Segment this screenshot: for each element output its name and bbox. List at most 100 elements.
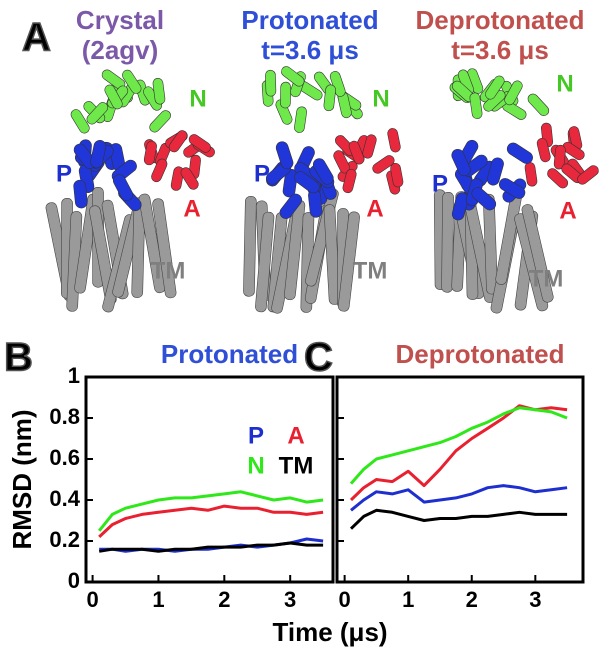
helix	[149, 110, 171, 133]
helix	[372, 155, 395, 174]
helix	[485, 75, 505, 100]
legend-entry: A	[287, 422, 304, 449]
helix	[112, 174, 134, 202]
domain-label: N	[189, 85, 206, 112]
domain-label: N	[372, 85, 389, 112]
domain-label: A	[366, 195, 383, 222]
x-tick-label: 0	[339, 587, 351, 612]
helix	[506, 142, 533, 164]
helix	[337, 211, 360, 312]
helix	[387, 128, 401, 153]
helix	[294, 106, 307, 133]
data-line	[98, 541, 324, 553]
helix	[280, 81, 292, 109]
helix	[170, 166, 184, 191]
x-tick-label: 0	[86, 587, 98, 612]
panel-label: B	[4, 336, 33, 380]
helix	[180, 167, 199, 190]
helix	[152, 78, 166, 105]
x-tick-label: 3	[284, 587, 296, 612]
helix	[441, 191, 454, 293]
domain-label: TM	[151, 257, 186, 284]
chart-title: Deprotonated	[396, 339, 565, 369]
plot-frame	[84, 375, 335, 584]
panel-label: C	[304, 336, 333, 380]
domain-label: P	[432, 170, 448, 197]
data-line	[350, 484, 568, 512]
helix	[265, 69, 277, 97]
legend-entry: N	[247, 452, 264, 479]
data-line	[349, 508, 568, 530]
y-tick-label: 0.6	[49, 445, 80, 470]
helix	[70, 109, 90, 134]
helix	[188, 134, 211, 153]
data-line	[349, 406, 568, 485]
helix	[553, 144, 566, 170]
helix	[536, 137, 551, 163]
x-tick-label: 2	[218, 587, 230, 612]
protein-structure	[45, 69, 215, 313]
domain-label: P	[56, 160, 72, 187]
helix	[323, 84, 336, 112]
helix	[275, 99, 293, 125]
x-tick-label: 3	[529, 587, 541, 612]
protein-structure	[243, 66, 404, 314]
helix	[73, 179, 88, 209]
helix	[168, 130, 188, 153]
helix	[90, 139, 107, 169]
plot-frame	[335, 375, 585, 584]
helix	[482, 193, 498, 295]
helix	[279, 193, 303, 219]
helix	[469, 92, 483, 119]
structure-subtitle: t=3.6 μs	[451, 35, 549, 65]
helix	[562, 141, 585, 161]
helix	[312, 158, 334, 185]
helix	[451, 148, 471, 177]
structure-title: Crystal	[76, 5, 164, 35]
helix	[138, 193, 166, 294]
helix	[255, 211, 275, 313]
panel-label: A	[22, 16, 51, 60]
y-tick-label: 0.2	[49, 527, 80, 552]
x-tick-label: 2	[466, 587, 478, 612]
helix	[281, 66, 305, 87]
helix	[104, 84, 123, 110]
helix	[342, 168, 357, 194]
domain-label: TM	[529, 265, 564, 292]
data-line	[98, 504, 324, 538]
helix	[348, 140, 365, 165]
helix	[152, 198, 177, 299]
helix	[527, 93, 550, 116]
helix	[282, 168, 298, 198]
helix	[362, 134, 377, 159]
helix	[86, 102, 109, 125]
helix	[451, 192, 469, 221]
legend-entry: P	[248, 422, 264, 449]
legend-entry: TM	[279, 452, 314, 479]
helix	[151, 158, 168, 183]
y-tick-label: 0.4	[49, 486, 80, 511]
helix	[547, 168, 569, 189]
helix	[504, 80, 523, 106]
helix	[486, 157, 504, 186]
data-line	[349, 404, 568, 502]
structure-subtitle: t=3.6 μs	[261, 35, 359, 65]
helix	[577, 165, 599, 185]
x-tick-label: 1	[152, 587, 164, 612]
data-line	[98, 490, 324, 532]
domain-label: N	[556, 70, 573, 97]
helix	[122, 69, 142, 94]
y-tick-label: 1	[68, 363, 80, 388]
helix	[275, 141, 294, 170]
x-tick-label: 1	[402, 587, 414, 612]
helix	[471, 187, 497, 211]
chart-title: Protonated	[161, 339, 298, 369]
domain-label: A	[559, 197, 576, 224]
structure-subtitle: (2agv)	[82, 35, 159, 65]
domain-label: A	[183, 195, 200, 222]
x-axis-label: Time (μs)	[272, 617, 387, 647]
helix	[521, 204, 554, 303]
helix	[294, 171, 320, 194]
domain-label: P	[254, 160, 270, 187]
